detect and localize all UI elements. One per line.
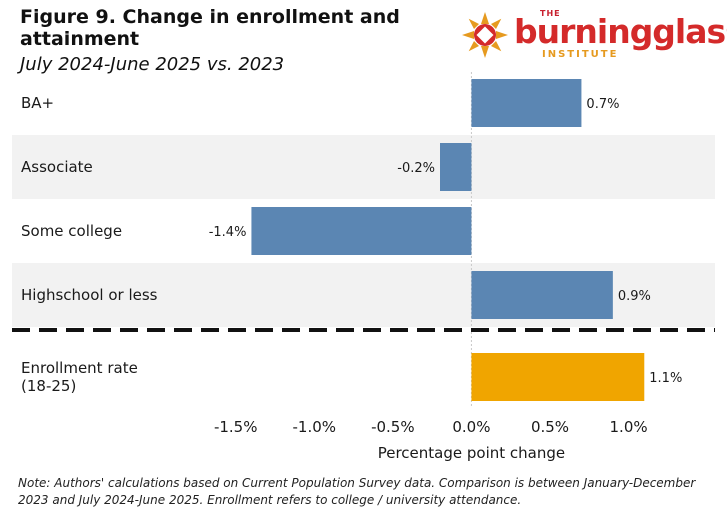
category-label-0: BA+ (21, 94, 54, 112)
chart-subtitle: July 2024-June 2025 vs. 2023 (20, 54, 285, 75)
data-label-3: 0.9% (618, 289, 651, 304)
x-tick-label-4: 0.5% (531, 418, 569, 436)
data-label-0: 0.7% (586, 97, 619, 112)
category-label-3: Highschool or less (21, 286, 158, 304)
burning-glass-logo: THE burningglass INSTITUTE (462, 8, 727, 64)
bar-0 (471, 79, 582, 127)
sun-logo-icon (462, 12, 508, 58)
x-tick-label-5: 1.0% (610, 418, 648, 436)
row-band-1 (12, 135, 715, 199)
logo-the-text: THE (540, 9, 561, 18)
data-label-1: -0.2% (397, 161, 435, 176)
logo-institute-text: INSTITUTE (542, 49, 619, 60)
bar-4 (471, 353, 645, 401)
category-label-1: Associate (21, 158, 93, 176)
x-tick-label-0: -1.5% (214, 418, 258, 436)
x-tick-label-1: -1.0% (293, 418, 337, 436)
x-axis-label: Percentage point change (378, 444, 565, 462)
bar-1 (440, 143, 472, 191)
bar-3 (471, 271, 613, 319)
data-label-4: 1.1% (649, 371, 682, 386)
bar-2 (251, 207, 472, 255)
footnote: Note: Authors' calculations based on Cur… (18, 476, 696, 507)
chart-title: Figure 9. Change in enrollment and attai… (20, 6, 400, 50)
category-label-4: Enrollment rate (18-25) (21, 359, 138, 395)
x-tick-label-3: 0.0% (452, 418, 490, 436)
category-label-2: Some college (21, 222, 122, 240)
data-label-2: -1.4% (209, 225, 247, 240)
logo-wordmark: burningglass (514, 12, 727, 51)
x-tick-label-2: -0.5% (371, 418, 415, 436)
